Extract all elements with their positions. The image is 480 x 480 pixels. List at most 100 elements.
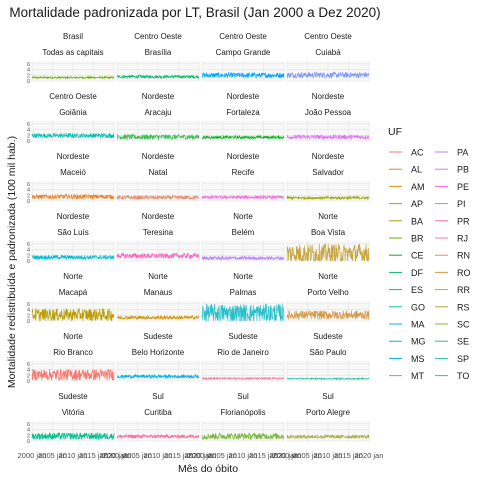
legend-label: SP: [457, 354, 469, 364]
x-tick-label: 2010 jan: [59, 451, 88, 460]
legend-label: SE: [457, 337, 469, 347]
y-tick-label: 2: [27, 433, 30, 439]
series-line: [116, 373, 200, 380]
facet-region-label: Centro Oeste: [49, 92, 97, 101]
series-line: [201, 71, 285, 79]
x-tick-label: 2000 jan: [103, 451, 132, 460]
x-tick-label: 2020 jan: [270, 451, 299, 460]
y-tick-label: 0: [27, 259, 30, 265]
facet-region-label: Sudeste: [143, 332, 173, 341]
y-tick-label: 6: [27, 62, 30, 68]
legend-label: PR: [457, 216, 470, 226]
y-tick-label: 4: [27, 368, 30, 374]
series-line: [31, 368, 115, 381]
facet-panel: Sul Curitiba: [116, 392, 200, 442]
facet-city-label: Florianópolis: [220, 408, 265, 417]
facet-region-label: Centro Oeste: [134, 32, 182, 41]
facet-region-label: Sul: [152, 392, 164, 401]
facet-panel: Nordeste Teresina: [116, 212, 200, 262]
y-tick-label: 0: [27, 79, 30, 85]
facet-city-label: Natal: [149, 168, 168, 177]
legend-label: AL: [411, 165, 422, 175]
y-tick-label: 4: [27, 128, 30, 134]
chart-title: Mortalidade padronizada por LT, Brasil (…: [9, 5, 380, 20]
facet-region-label: Norte: [63, 272, 83, 281]
facet-city-label: Curitiba: [144, 408, 172, 417]
legend: UF AC AL AM AP BA BR CE DF ES GO MA MG MS MT PA PB PE PI P…: [388, 126, 471, 381]
facet-city-label: Campo Grande: [216, 48, 271, 57]
series-line: [31, 432, 115, 441]
x-axis-label: Mês do óbito: [178, 463, 238, 475]
series-line: [201, 376, 285, 381]
legend-item: AL: [389, 165, 422, 175]
x-tick-label: 2005 jan: [123, 451, 152, 460]
facet-region-label: Nordeste: [57, 212, 90, 221]
facet-panel: Sul Florianópolis: [201, 392, 285, 442]
legend-label: DF: [411, 268, 423, 278]
facet-region-label: Nordeste: [312, 152, 345, 161]
facet-region-label: Nordeste: [227, 92, 260, 101]
series-line: [31, 254, 115, 261]
facet-panel: Nordeste Salvador: [286, 152, 370, 202]
facet-city-label: Recife: [232, 168, 255, 177]
series-line: [116, 252, 200, 260]
facet-city-label: João Pessoa: [305, 108, 352, 117]
facet-region-label: Sudeste: [58, 392, 88, 401]
legend-label: AC: [411, 148, 424, 158]
series-line: [116, 74, 200, 80]
series-line: [201, 303, 285, 322]
x-tick-label: 2015 jan: [79, 451, 108, 460]
facet-city-label: Todas as capitais: [42, 48, 103, 57]
facet-region-label: Sudeste: [313, 332, 343, 341]
legend-label: AP: [411, 199, 423, 209]
legend-item: MT: [389, 371, 424, 381]
facet-region-label: Centro Oeste: [219, 32, 267, 41]
y-tick-label: 4: [27, 188, 30, 194]
x-tick-label: 2020 jan: [355, 451, 384, 460]
facet-region-label: Centro Oeste: [304, 32, 352, 41]
y-axis-label: Mortalidade redistribuída e padronizada …: [6, 136, 18, 388]
facet-region-label: Norte: [318, 272, 338, 281]
legend-item: RO: [435, 268, 471, 278]
series-line: [116, 194, 200, 201]
series-line: [286, 434, 370, 440]
facet-region-label: Norte: [233, 212, 253, 221]
facet-region-label: Norte: [63, 332, 83, 341]
y-tick-label: 6: [27, 302, 30, 308]
legend-label: MT: [411, 371, 424, 381]
legend-label: PA: [457, 148, 468, 158]
legend-item: GO: [389, 302, 425, 312]
facet-region-label: Sudeste: [228, 332, 258, 341]
legend-label: RO: [457, 268, 471, 278]
facet-panel: Nordeste Recife: [201, 152, 285, 202]
legend-item: AP: [389, 199, 423, 209]
facet-panel: Nordeste Fortaleza: [201, 92, 285, 142]
legend-item: BR: [389, 234, 424, 244]
facet-region-label: Nordeste: [142, 212, 175, 221]
y-tick-label: 6: [27, 242, 30, 248]
y-tick-label: 0: [27, 199, 30, 205]
facet-city-label: Manaus: [144, 288, 172, 297]
x-tick-label: 2005 jan: [293, 451, 322, 460]
series-line: [286, 195, 370, 201]
legend-item: MG: [389, 337, 426, 347]
y-tick-label: 4: [27, 248, 30, 254]
series-line: [31, 307, 115, 322]
legend-title: UF: [388, 126, 402, 138]
legend-label: RR: [457, 285, 470, 295]
y-tick-label: 4: [27, 68, 30, 74]
legend-item: PB: [435, 165, 469, 175]
legend-label: MS: [411, 354, 425, 364]
legend-item: PI: [435, 199, 466, 209]
legend-item: MS: [389, 354, 425, 364]
series-line: [31, 193, 115, 200]
facet-city-label: Rio Branco: [53, 348, 93, 357]
facet-region-label: Nordeste: [312, 92, 345, 101]
